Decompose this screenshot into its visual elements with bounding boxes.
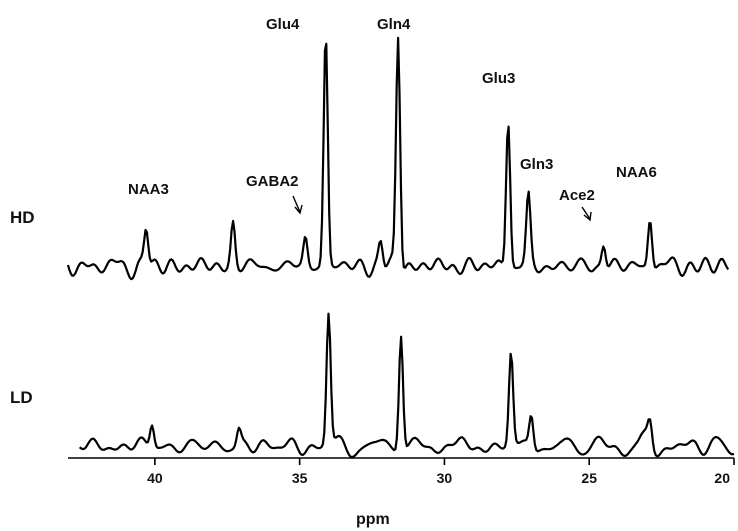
annotation-gaba2: GABA2: [246, 173, 299, 190]
annotation-ace2: Ace2: [559, 187, 595, 204]
annotation-gln3: Gln3: [520, 156, 553, 173]
annotation-glu3: Glu3: [482, 70, 515, 87]
annotation-naa3: NAA3: [128, 181, 169, 198]
x-axis-ticks: 40 35 30 25 20: [147, 458, 735, 486]
x-tick-label-40: 40: [147, 470, 163, 486]
x-tick-label-25: 25: [581, 470, 597, 486]
x-tick-label-35: 35: [292, 470, 308, 486]
annotation-naa6: NAA6: [616, 164, 657, 181]
annotation-glu4: Glu4: [266, 16, 300, 33]
series-label-hd: HD: [10, 208, 35, 227]
arrow-ace2: [581, 206, 592, 222]
x-tick-label-30: 30: [437, 470, 453, 486]
x-axis-title: ppm: [356, 511, 390, 528]
annotation-gln4: Gln4: [377, 16, 411, 33]
x-tick-label-20: 20: [714, 470, 730, 486]
series-label-ld: LD: [10, 388, 33, 407]
arrow-gaba2: [292, 195, 303, 215]
spectrum-line-ld: [78, 312, 735, 459]
spectrum-line-hd: [66, 36, 730, 281]
